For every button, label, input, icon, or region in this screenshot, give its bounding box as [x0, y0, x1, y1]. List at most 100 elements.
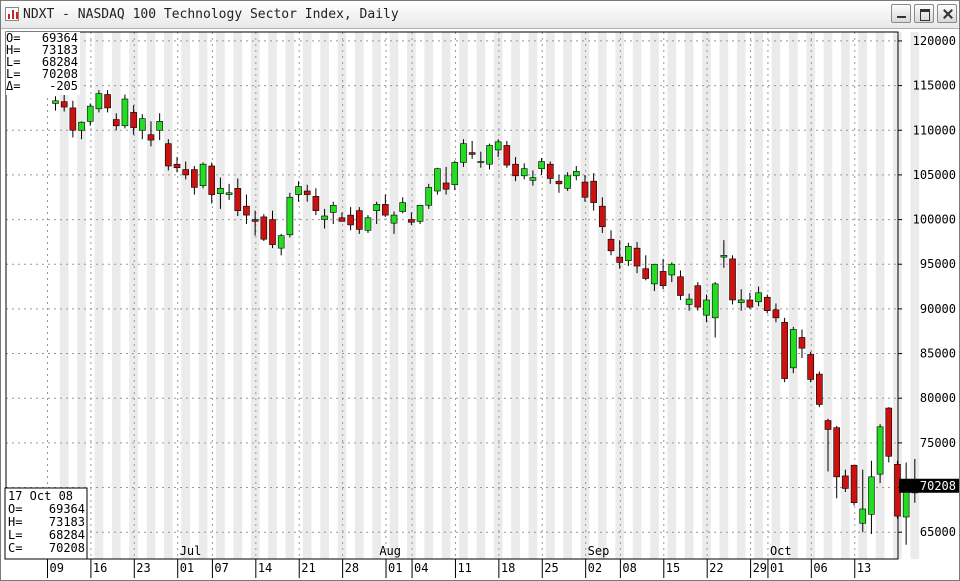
day-band — [910, 32, 920, 559]
window-title: NDXT - NASDAQ 100 Technology Sector Inde… — [23, 7, 399, 22]
candle-down — [729, 258, 736, 301]
candle-up — [321, 215, 328, 220]
price-axis: 6500070000750008000085000900009500010000… — [898, 34, 956, 539]
day-band — [181, 32, 191, 559]
candle-up — [199, 163, 207, 186]
candle-up — [86, 105, 94, 122]
candle-up — [720, 255, 728, 258]
candle-down — [590, 180, 597, 203]
day-band — [771, 32, 781, 559]
candle-down — [355, 210, 363, 230]
candle-up — [78, 121, 85, 131]
date-tick-label: 28 — [345, 561, 359, 575]
ohlc-value-low: 68284 — [42, 55, 78, 69]
info-label-open: O= — [8, 502, 22, 516]
plot-frame — [5, 31, 899, 560]
candle-up — [139, 118, 146, 131]
date-tick-label: 01 — [180, 561, 194, 575]
date-tick-label: 01 — [770, 561, 784, 575]
day-band — [719, 32, 729, 559]
day-band — [476, 32, 486, 559]
candle-up — [425, 187, 433, 206]
day-band — [77, 32, 86, 559]
candle-up — [225, 192, 233, 195]
price-tick-label: 105000 — [913, 168, 956, 182]
candle-up — [868, 476, 875, 515]
day-band — [459, 32, 468, 559]
candle-up — [286, 196, 294, 236]
info-value-close: 70208 — [49, 541, 85, 555]
month-label: Jul — [180, 544, 202, 558]
candle-up — [399, 202, 407, 212]
ohlc-label-high: H= — [6, 43, 20, 57]
maximize-button[interactable] — [914, 4, 934, 23]
day-band — [858, 32, 868, 559]
candle-up — [572, 171, 580, 177]
month-label: Aug — [379, 544, 401, 558]
date-tick-label: 23 — [136, 561, 150, 575]
candle-down — [546, 163, 554, 179]
candle-down — [633, 247, 641, 267]
candle-down — [208, 165, 216, 195]
ohlc-value-open: 69364 — [42, 31, 78, 45]
candle-up — [486, 145, 493, 165]
date-tick-label: 21 — [301, 561, 315, 575]
month-label: Oct — [770, 544, 792, 558]
close-button[interactable] — [937, 4, 957, 23]
candle-up — [434, 168, 441, 192]
candle-down — [659, 271, 667, 286]
price-tick-label: 75000 — [920, 436, 956, 450]
candle-down — [824, 420, 832, 430]
candle-up — [373, 204, 380, 211]
price-tick-label: 85000 — [920, 347, 956, 361]
candle-up — [538, 161, 545, 169]
date-tick-label: 16 — [93, 561, 107, 575]
day-band — [250, 32, 260, 559]
candle-down — [234, 188, 242, 211]
candle-down — [816, 373, 823, 405]
candle-up — [277, 235, 285, 249]
candle-down — [599, 205, 606, 228]
ohlc-value-last: 70208 — [42, 67, 78, 81]
date-tick-label: 02 — [588, 561, 602, 575]
candle-up — [451, 162, 459, 186]
candle-down — [104, 94, 111, 109]
price-tick-label: 80000 — [920, 391, 956, 405]
day-band — [511, 32, 520, 559]
day-band — [129, 32, 138, 559]
candle-down — [442, 182, 450, 190]
price-tick-label: 110000 — [913, 123, 956, 137]
price-tick-label: 90000 — [920, 302, 956, 316]
day-band — [268, 32, 277, 559]
candle-up — [755, 292, 762, 303]
chart-app-icon — [5, 7, 19, 21]
info-date: 17 Oct 08 — [8, 489, 73, 503]
ohlc-readout: O= 69364 H= 73183 L= 68284 L= 70208 Δ= -… — [6, 31, 80, 95]
day-band — [146, 32, 156, 559]
day-band — [216, 32, 225, 559]
candle-down — [69, 107, 77, 131]
info-label-high: H= — [8, 515, 22, 529]
candle-down — [408, 219, 415, 223]
candle-down — [833, 427, 841, 478]
day-band — [198, 32, 208, 559]
date-tick-label: 29 — [753, 561, 767, 575]
date-tick-label: 08 — [622, 561, 636, 575]
candle-down — [468, 152, 476, 155]
day-band — [302, 32, 312, 559]
title-bar[interactable]: NDXT - NASDAQ 100 Technology Sector Inde… — [1, 1, 959, 29]
day-band — [372, 32, 381, 559]
day-band — [667, 32, 677, 559]
day-band — [320, 32, 329, 559]
day-band — [788, 32, 798, 559]
candle-down — [112, 119, 120, 127]
candle-down — [251, 219, 259, 222]
minimize-button[interactable] — [891, 4, 911, 23]
candle-down — [312, 196, 320, 211]
candle-up — [520, 168, 528, 177]
ohlc-value-high: 73183 — [42, 43, 78, 57]
candle-up — [295, 186, 302, 195]
candle-up — [859, 508, 867, 524]
candle-down — [798, 337, 806, 349]
candle-up — [477, 161, 485, 163]
